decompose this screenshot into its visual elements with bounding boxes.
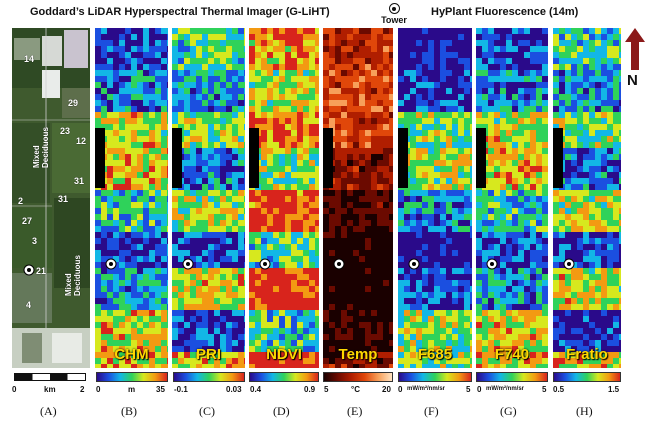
- scale-bar: [14, 373, 86, 381]
- panel-e-temp: Temp: [323, 28, 393, 368]
- panel-g-name: F740: [494, 346, 530, 363]
- cbar-d-max: 0.9: [304, 385, 316, 394]
- panel-h-fratio: Fratio: [553, 28, 621, 368]
- map-label-21: 21: [36, 266, 47, 276]
- colorbar-g: [476, 372, 548, 382]
- cbar-f-max: 5: [466, 385, 471, 394]
- panel-c-name: PRI: [195, 346, 221, 363]
- cbar-f-min: 0: [398, 385, 403, 394]
- panel-f-name: F685: [417, 346, 453, 363]
- cbar-b-unit: m: [128, 385, 136, 394]
- panel-c-pri: PRI: [172, 28, 245, 368]
- map-label-2: 2: [18, 196, 24, 206]
- panel-letter-h: (H): [576, 404, 593, 418]
- cbar-e-max: 20: [382, 385, 391, 394]
- scale-right: 2: [80, 385, 85, 394]
- panel-b-name: CHM: [114, 346, 149, 363]
- map-label-31b: 31: [58, 194, 69, 204]
- colorbar-d: [249, 372, 319, 382]
- panel-b-chm: CHM: [95, 28, 168, 368]
- cbar-f-unit: mW/m²/nm/sr: [407, 386, 446, 392]
- cbar-b-max: 35: [156, 385, 165, 394]
- map-label-12: 12: [76, 136, 87, 146]
- tower-legend: Tower: [377, 3, 411, 25]
- colorbar-b: [96, 372, 168, 382]
- cbar-d-min: 0.4: [250, 385, 262, 394]
- cbar-h-max: 1.5: [608, 385, 620, 394]
- panel-d-ndvi: NDVI: [249, 28, 319, 368]
- panel-f-f685: F685: [398, 28, 472, 368]
- map-label-4: 4: [26, 300, 32, 310]
- panel-g-f740: F740: [476, 28, 548, 368]
- cbar-g-min: 0: [477, 385, 482, 394]
- cbar-c-min: -0.1: [174, 385, 188, 394]
- map-label-29: 29: [68, 98, 79, 108]
- north-arrow: N: [624, 28, 646, 92]
- north-label: N: [627, 72, 638, 89]
- colorbar-e: [323, 372, 393, 382]
- colorbar-c: [173, 372, 245, 382]
- cbar-e-min: 5: [324, 385, 329, 394]
- panel-letter-e: (E): [347, 404, 363, 418]
- panel-letter-a: (A): [40, 404, 57, 418]
- tower-label: Tower: [381, 15, 407, 25]
- cbar-b-min: 0: [96, 385, 101, 394]
- panel-a-rgb-map: 14 29 23 12 31 31 2 27 3 21 4 Mixed Deci…: [12, 28, 90, 368]
- scale-left: 0: [12, 385, 17, 394]
- map-label-31a: 31: [74, 176, 85, 186]
- map-label-27: 27: [22, 216, 33, 226]
- panel-h-name: Fratio: [566, 346, 608, 363]
- cbar-g-unit: mW/m²/nm/sr: [486, 386, 525, 392]
- panel-letter-g: (G): [500, 404, 517, 418]
- colorbar-f: [398, 372, 472, 382]
- panel-d-name: NDVI: [266, 346, 302, 363]
- cbar-h-min: 0.5: [553, 385, 565, 394]
- cbar-c-max: 0.03: [226, 385, 242, 394]
- cbar-e-unit: °C: [351, 385, 360, 394]
- gliht-title: Goddard’s LiDAR Hyperspectral Thermal Im…: [30, 6, 330, 18]
- tower-icon: [388, 3, 400, 14]
- mixed-deciduous-label-2: Mixed Deciduous: [64, 255, 82, 296]
- cbar-g-max: 5: [542, 385, 547, 394]
- map-label-23: 23: [60, 126, 71, 136]
- panel-letter-b: (B): [121, 404, 137, 418]
- panel-letter-c: (C): [199, 404, 215, 418]
- map-label-14: 14: [24, 54, 35, 64]
- map-label-3: 3: [32, 236, 38, 246]
- panel-letter-f: (F): [424, 404, 439, 418]
- colorbar-h: [553, 372, 621, 382]
- panel-e-name: Temp: [338, 346, 378, 363]
- scale-unit: km: [44, 385, 56, 394]
- hyplant-title: HyPlant Fluorescence (14m): [431, 6, 579, 18]
- north-arrow-icon: [625, 28, 645, 70]
- panel-letter-d: (D): [273, 404, 290, 418]
- mixed-deciduous-label-1: Mixed Deciduous: [32, 127, 50, 168]
